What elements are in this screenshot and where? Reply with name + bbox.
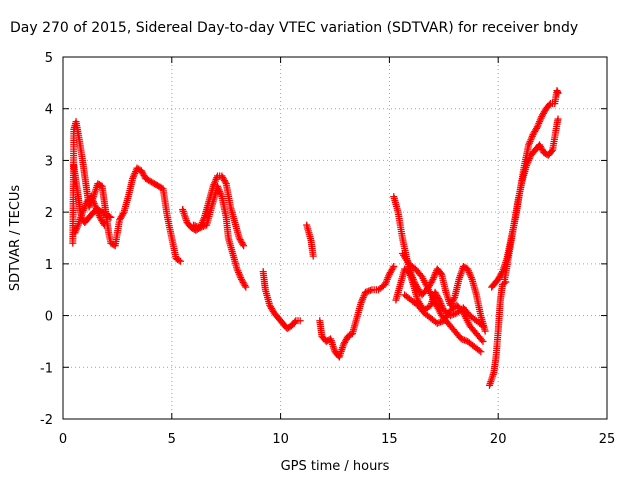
y-axis-label: SDTVAR / TECUs <box>8 185 23 292</box>
data-point <box>105 212 113 220</box>
data-point <box>390 262 398 270</box>
x-tick-label: 15 <box>381 432 398 447</box>
x-tick-label: 0 <box>59 432 67 447</box>
data-point <box>554 115 562 123</box>
data-point <box>428 277 436 285</box>
grid <box>63 57 607 419</box>
data-point <box>100 221 108 229</box>
data-points <box>69 87 562 389</box>
y-tick-label: 5 <box>45 51 53 66</box>
y-tick-label: 1 <box>45 258 53 273</box>
data-point <box>479 337 487 345</box>
data-point <box>119 210 127 218</box>
data-point <box>242 283 250 291</box>
data-point <box>479 322 487 330</box>
y-tick-label: -1 <box>40 361 53 376</box>
data-point <box>240 242 248 250</box>
y-tick-label: 3 <box>45 154 53 169</box>
data-point <box>554 89 562 97</box>
data-point <box>532 124 540 132</box>
data-point <box>450 295 458 303</box>
data-point <box>291 318 299 326</box>
data-point <box>481 327 489 335</box>
axis-ticks <box>62 56 608 420</box>
data-point <box>175 256 183 264</box>
x-tick-label: 20 <box>490 432 507 447</box>
x-tick-label: 25 <box>599 432 616 447</box>
data-point <box>296 317 304 325</box>
data-point <box>437 269 445 277</box>
data-point <box>477 348 485 356</box>
data-point <box>548 147 556 155</box>
x-tick-label: 10 <box>272 432 289 447</box>
data-point <box>477 321 485 329</box>
x-axis-label: GPS time / hours <box>281 459 390 474</box>
data-point <box>389 264 397 272</box>
data-point <box>221 178 229 186</box>
y-tick-label: -2 <box>40 413 53 428</box>
data-point <box>478 336 486 344</box>
x-tick-label: 5 <box>168 432 176 447</box>
tick-labels: 0 5 10 15 20 25 -2 -1 0 1 2 3 4 5 <box>40 51 615 447</box>
y-tick-label: 0 <box>45 310 53 325</box>
data-point <box>475 346 483 354</box>
y-tick-label: 2 <box>45 206 53 221</box>
data-point <box>241 282 249 290</box>
data-point <box>309 252 317 260</box>
data-point <box>177 257 185 265</box>
y-tick-label: 4 <box>45 103 53 118</box>
data-point <box>239 240 247 248</box>
plot-frame <box>62 56 608 420</box>
data-point <box>99 220 107 228</box>
data-point <box>545 101 553 109</box>
data-point <box>107 213 115 221</box>
chart-title: Day 270 of 2015, Sidereal Day-to-day VTE… <box>10 20 578 36</box>
